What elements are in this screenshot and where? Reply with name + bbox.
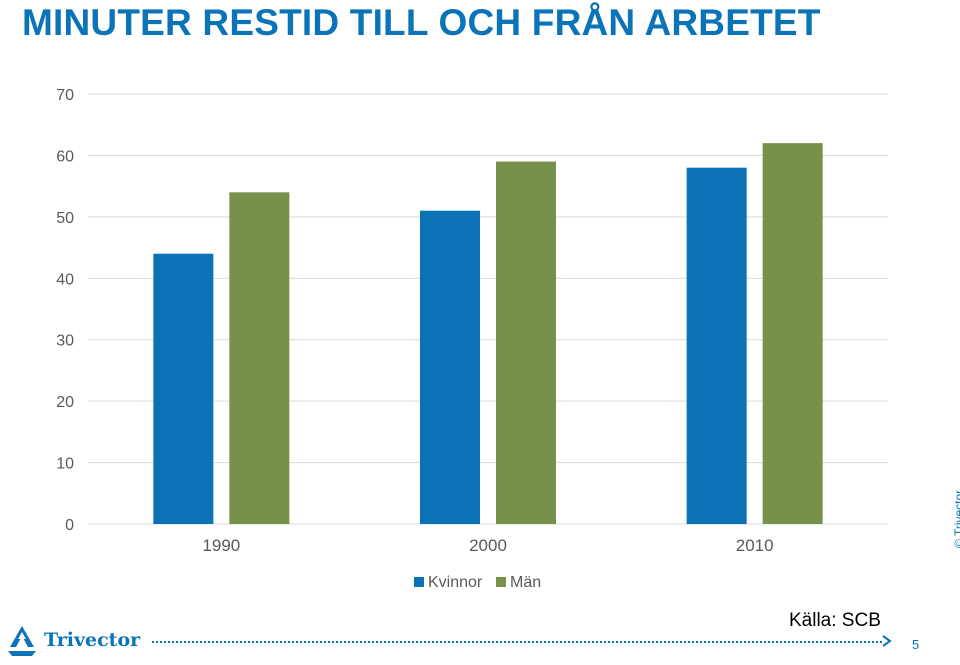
recycle-arrows-icon: [8, 626, 36, 656]
bar-kvinnor-2000: [420, 210, 480, 524]
x-tick-label-2000: 2000: [469, 536, 507, 555]
chevron-right-icon: [882, 635, 892, 647]
y-tick-label-20: 20: [56, 394, 74, 411]
bar-chart: 0 10 20 30 40 50 60 70 1990 2000 2010 Kvinnor Män: [56, 87, 888, 591]
bar-män-2010: [762, 143, 823, 524]
bar-män-1990: [229, 192, 290, 525]
y-tick-label-0: 0: [65, 517, 74, 534]
y-tick-label-60: 60: [56, 148, 74, 165]
copyright-text: © Trivector: [952, 489, 960, 548]
source-text: Källa: SCB: [789, 610, 881, 631]
bar-kvinnor-2010: [686, 167, 747, 524]
logo-text: Trivector: [44, 629, 141, 651]
x-tick-label-2010: 2010: [736, 536, 774, 555]
legend-label-män: Män: [510, 574, 541, 591]
y-tick-label-50: 50: [56, 210, 74, 227]
page-number: 5: [912, 637, 920, 652]
bar-kvinnor-1990: [153, 253, 214, 524]
legend-swatch-män: [496, 577, 506, 587]
legend-swatch-kvinnor: [414, 577, 424, 587]
y-tick-label-70: 70: [56, 87, 74, 104]
x-tick-label-1990: 1990: [202, 536, 240, 555]
page-title: MINUTER RESTID TILL OCH FRÅN ARBETET: [22, 2, 821, 43]
legend-label-kvinnor: Kvinnor: [428, 574, 483, 591]
y-tick-label-40: 40: [56, 271, 74, 288]
bar-män-2000: [496, 161, 556, 525]
y-tick-label-30: 30: [56, 333, 74, 350]
trivector-logo: Trivector: [4, 623, 140, 657]
y-tick-label-10: 10: [56, 456, 74, 473]
footer-dotted-line: [152, 641, 882, 643]
